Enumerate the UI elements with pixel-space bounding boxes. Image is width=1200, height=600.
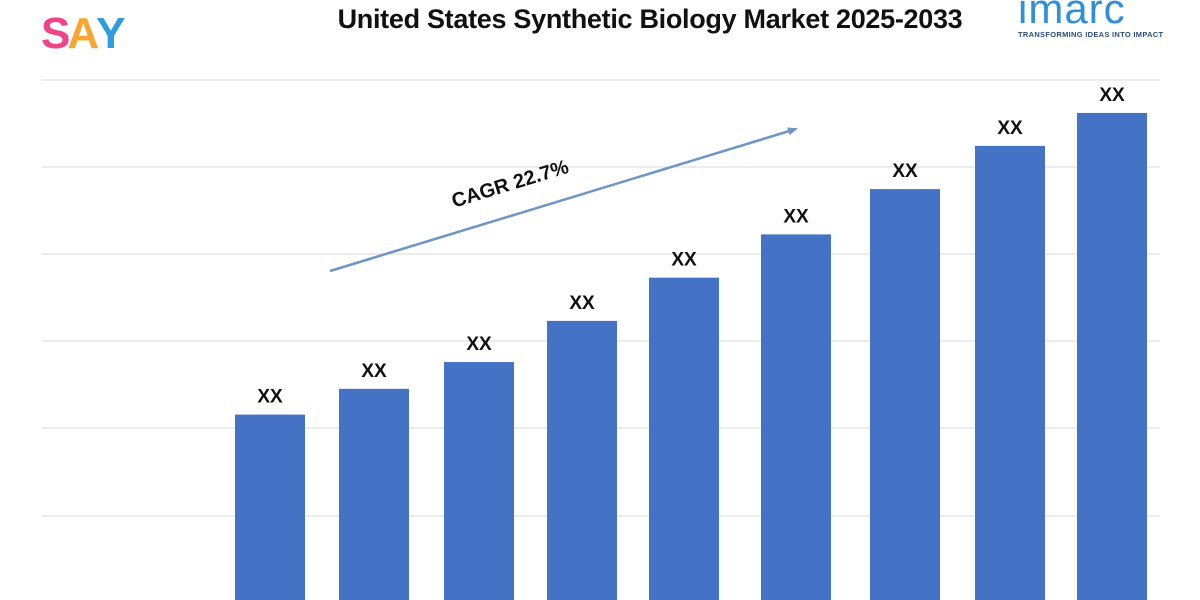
imarc-wordmark: imarc xyxy=(1018,0,1126,32)
cagr-annotation: CAGR 22.7% xyxy=(329,127,798,273)
data-label-2031: XX xyxy=(892,161,918,182)
data-label-2033: XX xyxy=(1099,85,1125,106)
bar-2033 xyxy=(1077,112,1147,600)
data-label-2030: XX xyxy=(783,206,809,227)
data-label-2032: XX xyxy=(997,118,1023,139)
imarc-logo: imarc TRANSFORMING IDEAS INTO IMPACT xyxy=(1018,0,1178,39)
bar-2032 xyxy=(975,145,1045,600)
chart-title: United States Synthetic Biology Market 2… xyxy=(337,4,963,34)
data-label-2026: XX xyxy=(361,361,387,382)
bar-2025 xyxy=(235,414,305,600)
imarc-tagline: TRANSFORMING IDEAS INTO IMPACT xyxy=(1018,30,1164,39)
data-label-2029: XX xyxy=(671,250,697,271)
data-labels: XX XX XX XX XX XX XX XX XX xyxy=(257,85,1125,408)
bar-2027 xyxy=(444,362,514,600)
bar-2031 xyxy=(870,189,940,600)
say-logo-s: S xyxy=(41,9,70,58)
bar-2028 xyxy=(547,320,617,600)
say-logo: SAY xyxy=(41,9,126,58)
data-label-2025: XX xyxy=(257,387,283,408)
say-logo-y: Y xyxy=(96,9,125,58)
bars xyxy=(235,112,1147,600)
bar-2029 xyxy=(649,277,719,600)
data-label-2027: XX xyxy=(466,334,492,355)
data-label-2028: XX xyxy=(569,293,595,314)
say-logo-a: A xyxy=(67,9,99,58)
cagr-arrow xyxy=(329,127,798,273)
bar-2026 xyxy=(339,388,409,600)
bar-2030 xyxy=(761,234,831,600)
